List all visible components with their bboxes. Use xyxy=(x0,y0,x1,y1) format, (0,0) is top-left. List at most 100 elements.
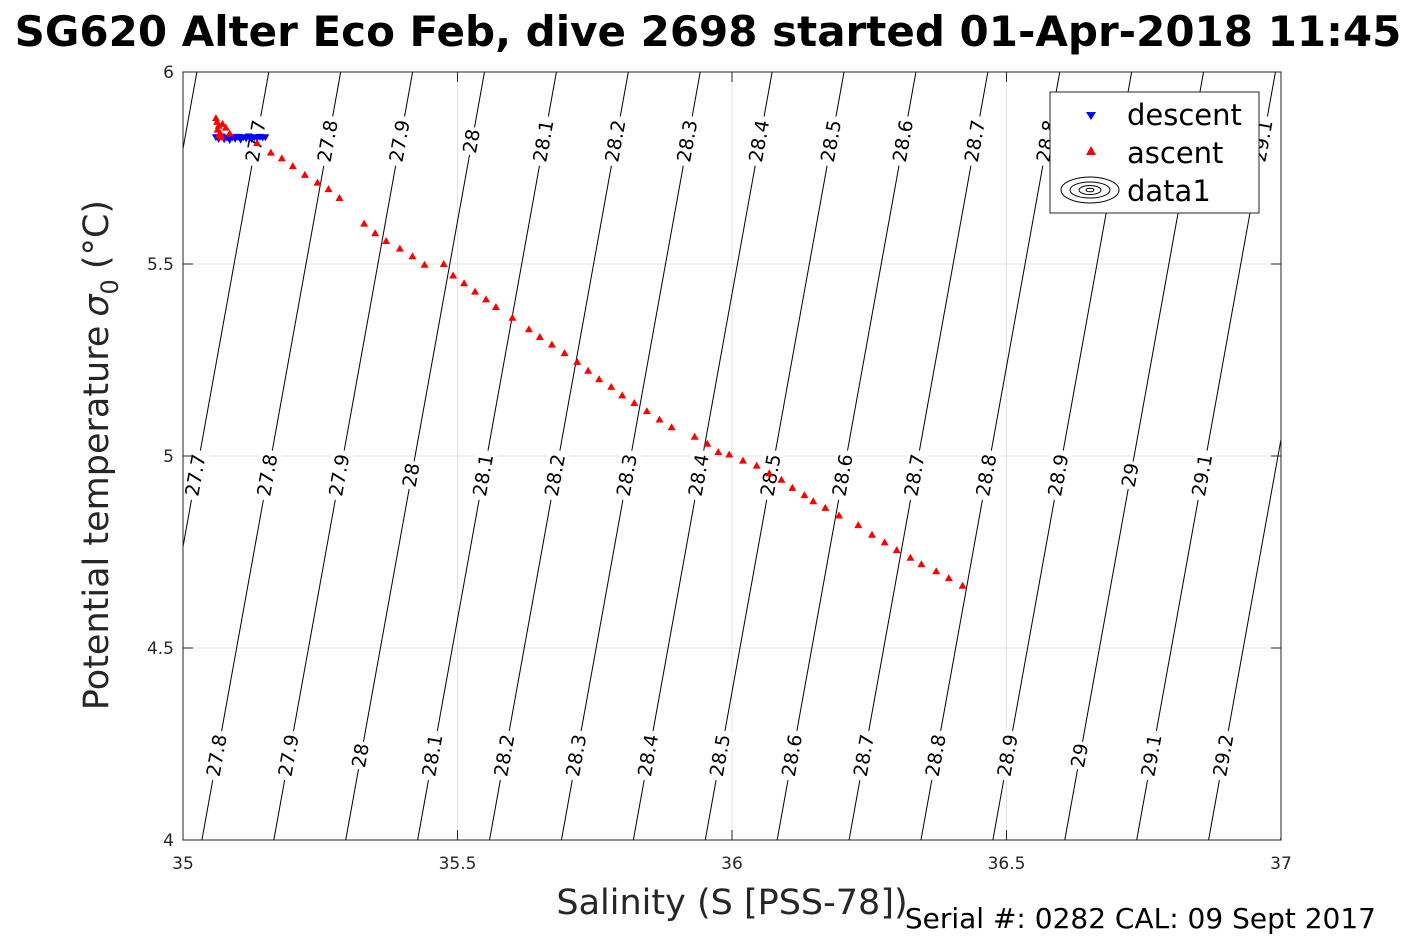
contour-label-bg xyxy=(1065,739,1093,772)
contour-label-bg xyxy=(919,728,951,782)
contour-label-bg xyxy=(683,448,714,502)
contour-label-text: 29 xyxy=(1067,742,1093,770)
contour-label-bg xyxy=(671,114,703,168)
contour-label-bg xyxy=(1207,728,1239,782)
ascent-point xyxy=(420,260,429,268)
data-markers xyxy=(211,114,967,589)
x-tick-label: 35 xyxy=(172,854,194,874)
tick-labels: 35 35.5 36 36.5 37 4 4.5 5 5.5 6 xyxy=(147,63,1292,874)
ascent-point xyxy=(524,325,533,333)
ascent-point xyxy=(944,574,953,582)
ascent-point xyxy=(471,287,480,295)
contour-label-bg xyxy=(200,728,232,782)
contour-label-bg xyxy=(815,114,846,168)
ascent-point xyxy=(667,423,676,431)
contour-label: 29 xyxy=(1065,739,1093,772)
contour-label-bg xyxy=(527,114,559,168)
contour-label-bg xyxy=(1042,448,1074,502)
legend-ascent-marker xyxy=(1086,146,1096,155)
ascent-point xyxy=(821,503,830,511)
ascent-point xyxy=(218,119,227,127)
ascent-point xyxy=(214,121,223,129)
contour-label: 29 xyxy=(1116,459,1144,491)
chart-title: SG620 Alter Eco Feb, dive 2698 started 0… xyxy=(15,7,1402,56)
ascent-point xyxy=(360,219,369,227)
ascent-point xyxy=(752,461,761,469)
contour-label-bg xyxy=(179,448,211,502)
ascent-point xyxy=(595,375,604,383)
x-tick-label: 36 xyxy=(721,854,743,874)
ascent-point xyxy=(449,271,458,279)
axes xyxy=(182,71,1282,841)
ascent-point xyxy=(408,252,417,260)
contour-label-bg xyxy=(991,728,1023,782)
ascent-point xyxy=(211,114,220,122)
legend-contour-icon xyxy=(1060,176,1120,204)
legend-data1-label: data1 xyxy=(1127,174,1211,208)
legend-ascent-label: ascent xyxy=(1127,136,1223,170)
contour-line xyxy=(182,71,198,149)
ascent-point xyxy=(266,148,275,156)
contour-label-bg xyxy=(1186,448,1217,502)
legend: descent ascent data1 xyxy=(1049,91,1260,214)
x-tick-label: 36.5 xyxy=(988,854,1026,874)
ascent-point xyxy=(630,399,639,407)
ascent-point xyxy=(867,530,876,538)
x-tick-label: 35.5 xyxy=(439,854,477,874)
ascent-point xyxy=(288,162,297,170)
y-tick-label: 4 xyxy=(163,831,174,851)
contour-label-bg xyxy=(776,728,807,782)
contour-label-bg xyxy=(970,448,1002,502)
contour-label-bg xyxy=(743,114,774,168)
ascent-point xyxy=(253,139,262,147)
contour-label-bg xyxy=(1116,459,1144,491)
contour-label-bg xyxy=(887,114,918,168)
contour-line xyxy=(345,71,485,841)
y-axis-label-sub: 0 xyxy=(96,279,124,294)
contour-label: 28 xyxy=(346,739,374,772)
descent-point xyxy=(261,134,270,142)
ascent-point xyxy=(714,448,723,456)
ascent-point xyxy=(277,154,286,162)
ascent-point xyxy=(906,553,915,561)
contour-label: 28.6 xyxy=(776,728,807,782)
contour-label-bg xyxy=(323,448,355,502)
ascent-point xyxy=(482,295,491,303)
legend-descent-marker xyxy=(1086,112,1096,120)
contour-label-bg xyxy=(416,728,448,782)
contour-label-bg xyxy=(1135,728,1167,782)
ascent-point xyxy=(221,123,230,131)
ascent-point xyxy=(584,366,593,374)
ascent-point xyxy=(439,260,448,267)
ascent-point xyxy=(892,546,901,554)
contour-label-bg xyxy=(346,739,374,772)
ascent-point xyxy=(958,581,967,589)
ascent-point xyxy=(607,382,616,390)
ascent-point xyxy=(618,391,627,399)
ascent-point xyxy=(225,129,234,137)
ascent-point xyxy=(395,244,404,252)
serial-caption: Serial #: 0282 CAL: 09 Sept 2017 xyxy=(905,902,1376,935)
contour-label-bg xyxy=(467,448,498,502)
contour-label: 28 xyxy=(397,459,425,491)
ascent-point xyxy=(854,521,863,529)
ascent-point xyxy=(725,450,734,458)
contour-label-bg xyxy=(848,728,879,782)
ascent-point xyxy=(917,560,926,568)
y-axis-label-sigma: σ xyxy=(77,293,117,317)
ascent-point xyxy=(547,340,556,348)
y-tick-label: 5.5 xyxy=(147,255,174,275)
contour-label-text: 28 xyxy=(459,127,485,155)
legend-descent-label: descent xyxy=(1127,98,1242,132)
y-axis-label-unit: (°C) xyxy=(77,200,117,269)
ascent-point xyxy=(880,538,889,546)
ascent-point xyxy=(777,475,786,483)
ascent-point xyxy=(765,469,774,477)
contour-label-bg xyxy=(826,448,858,502)
contour-label-bg xyxy=(539,448,570,502)
ascent-point xyxy=(788,483,797,491)
contour-label-bg xyxy=(240,114,271,168)
contour-label-bg xyxy=(632,728,663,782)
contour-label: 28.4 xyxy=(632,728,663,782)
